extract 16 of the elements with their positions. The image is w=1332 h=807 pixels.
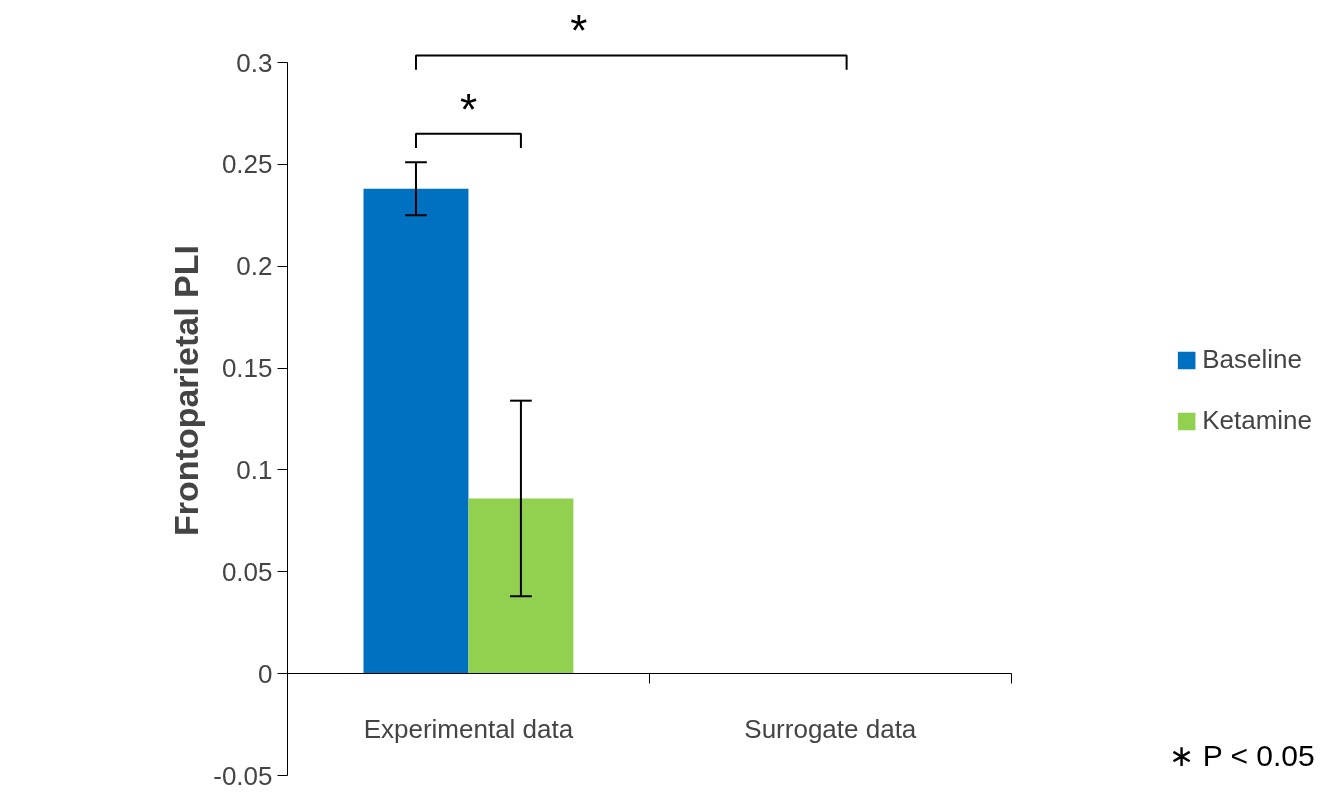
y-tick-label: 0.05 xyxy=(221,556,273,587)
legend-label: Ketamine xyxy=(1202,405,1312,436)
y-tick-label: 0.2 xyxy=(236,251,273,282)
x-tick-label: Experimental data xyxy=(363,713,574,744)
text: ∗ P < 0.05 xyxy=(1169,738,1315,772)
x-tick-label: Surrogate data xyxy=(744,713,917,744)
y-tick-label: 0.1 xyxy=(236,454,273,485)
annotation: * xyxy=(459,84,478,134)
legend-label: Baseline xyxy=(1202,344,1302,375)
y-tick-label: 0 xyxy=(258,658,273,689)
y-tick-label: 0.25 xyxy=(221,149,273,180)
y-tick-label: 0.3 xyxy=(236,47,273,78)
y-tick-label: -0.05 xyxy=(213,760,273,791)
y-axis-title: Frontoparietal PLI xyxy=(167,245,206,536)
text: * xyxy=(570,6,588,56)
y-tick-label: 0.15 xyxy=(221,353,273,384)
